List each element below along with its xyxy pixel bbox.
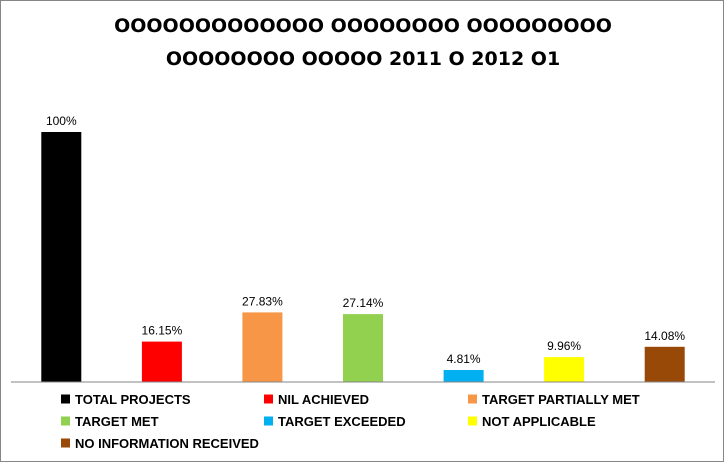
data-label-2: 27.83% [242,294,283,308]
data-label-6: 14.08% [644,329,685,343]
legend-swatch-3 [61,416,70,426]
data-labels: 100% 16.15% 27.83% 27.14% 4.81% 9.96% 14.08% [46,114,685,366]
data-label-4: 4.81% [447,352,481,366]
legend-item-1: NIL ACHIEVED [264,392,369,407]
legend-item-6: NO INFORMATION RECEIVED [61,436,259,451]
legend-item-5: NOT APPLICABLE [468,414,596,429]
chart-title: OOOOOOOOOOOOO OOOOOOOO OOOOOOOOO OOOOOOO… [114,15,612,70]
legend-swatch-4 [264,416,273,426]
legend-label-4: TARGET EXCEEDED [278,414,406,429]
legend-swatch-6 [61,438,70,448]
legend-swatch-1 [264,394,273,404]
chart-title-line-1: OOOOOOOOOOOOO OOOOOOOO OOOOOOOOO [114,15,612,37]
bar-2 [242,312,283,382]
data-label-5: 9.96% [547,339,581,353]
legend-label-5: NOT APPLICABLE [482,414,596,429]
legend-item-3: TARGET MET [61,414,159,429]
legend-swatch-5 [468,416,477,426]
legend-label-6: NO INFORMATION RECEIVED [75,436,259,451]
legend-label-3: TARGET MET [75,414,159,429]
data-label-0: 100% [46,114,77,128]
bar-5 [544,357,585,382]
legend-swatch-0 [61,394,70,404]
chart-title-line-2: OOOOOOOO OOOOO 2011 O 2012 O1 [166,48,560,70]
legend-swatch-2 [468,394,477,404]
bar-3 [343,314,383,382]
legend-item-2: TARGET PARTIALLY MET [468,392,640,407]
legend-label-1: NIL ACHIEVED [278,392,369,407]
data-label-3: 27.14% [343,296,384,310]
legend-item-0: TOTAL PROJECTS [61,392,191,407]
data-label-1: 16.15% [142,324,183,338]
legend-label-2: TARGET PARTIALLY MET [482,392,640,407]
legend: TOTAL PROJECTS NIL ACHIEVED TARGET PARTIAL… [61,392,640,451]
bar-4 [443,370,484,382]
bar-6 [644,346,685,382]
bar-1 [141,341,182,382]
legend-item-4: TARGET EXCEEDED [264,414,406,429]
bar-0 [41,132,82,382]
legend-label-0: TOTAL PROJECTS [75,392,191,407]
bars [41,132,685,382]
